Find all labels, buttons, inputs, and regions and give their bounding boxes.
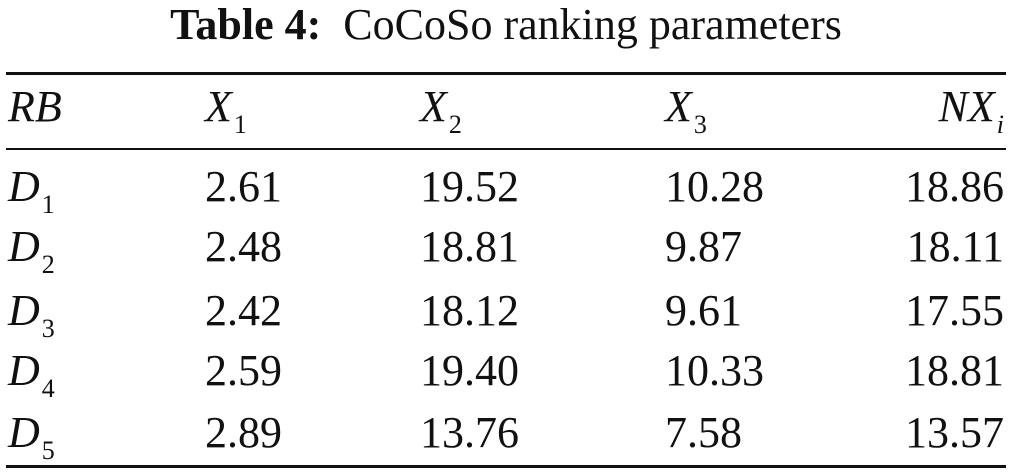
header-x1: X1 xyxy=(205,82,247,139)
table-row: D1 2.61 19.52 10.28 18.86 xyxy=(0,158,1012,219)
cell-x2: 19.52 xyxy=(420,162,519,211)
row-label: D3 xyxy=(8,286,55,343)
table-bottom-rule xyxy=(6,465,1006,468)
cell-x2: 18.12 xyxy=(420,286,519,335)
header-x2: X2 xyxy=(420,82,462,139)
table-caption-label: Table 4: xyxy=(170,0,322,49)
header-nxi: NXi xyxy=(938,82,1004,139)
row-label: D5 xyxy=(8,408,55,465)
cell-x3: 7.58 xyxy=(665,408,742,457)
table-header-rule xyxy=(6,148,1006,150)
table-row: D3 2.42 18.12 9.61 17.55 xyxy=(0,282,1012,343)
cell-x2: 19.40 xyxy=(420,346,519,395)
header-rb: RB xyxy=(8,82,62,131)
table-caption-title: CoCoSo ranking parameters xyxy=(343,0,842,49)
row-label: D1 xyxy=(8,162,55,219)
table-row: D5 2.89 13.76 7.58 13.57 xyxy=(0,404,1012,465)
table-row: D2 2.48 18.81 9.87 18.11 xyxy=(0,218,1012,279)
table-row: D4 2.59 19.40 10.33 18.81 xyxy=(0,342,1012,403)
cell-x1: 2.89 xyxy=(205,408,282,457)
cell-x3: 10.33 xyxy=(665,346,764,395)
cell-x1: 2.61 xyxy=(205,162,282,211)
cell-nxi: 17.55 xyxy=(905,286,1004,335)
cell-x3: 10.28 xyxy=(665,162,764,211)
cell-x2: 13.76 xyxy=(420,408,519,457)
cell-nxi: 18.11 xyxy=(906,222,1004,271)
header-x3: X3 xyxy=(665,82,707,139)
cell-x1: 2.48 xyxy=(205,222,282,271)
cell-x2: 18.81 xyxy=(420,222,519,271)
cell-x1: 2.42 xyxy=(205,286,282,335)
row-label: D4 xyxy=(8,346,55,403)
cell-nxi: 18.81 xyxy=(905,346,1004,395)
table-header-row: RB X1 X2 X3 NXi xyxy=(0,78,1012,139)
cell-x3: 9.87 xyxy=(665,222,742,271)
cell-nxi: 13.57 xyxy=(905,408,1004,457)
row-label: D2 xyxy=(8,222,55,279)
cell-x1: 2.59 xyxy=(205,346,282,395)
cell-x3: 9.61 xyxy=(665,286,742,335)
table-top-rule xyxy=(6,72,1006,75)
cell-nxi: 18.86 xyxy=(905,162,1004,211)
table-caption: Table 4: CoCoSo ranking parameters xyxy=(0,0,1012,50)
